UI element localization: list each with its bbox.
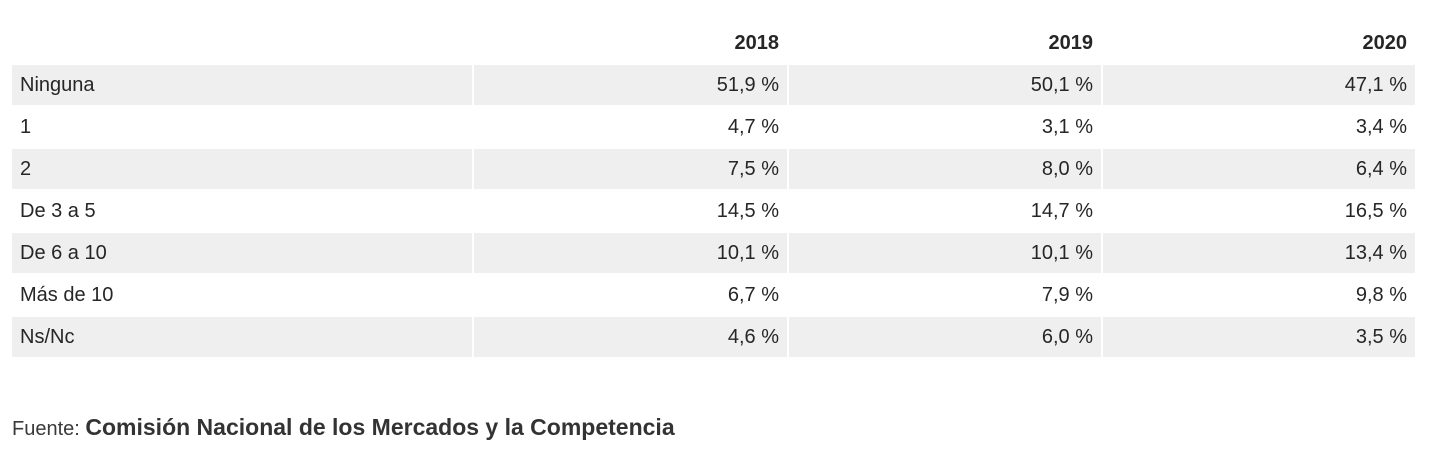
data-table: 2018 2019 2020 Ninguna 51,9 % 50,1 % 47,1 %… — [10, 22, 1417, 359]
value-cell-2018: 7,5 % — [474, 149, 787, 189]
row-label-cell: De 6 a 10 — [12, 233, 472, 273]
table-row: 2 7,5 % 8,0 % 6,4 % — [12, 149, 1415, 189]
header-cell-2019: 2019 — [789, 24, 1101, 63]
value-cell-2020: 47,1 % — [1103, 65, 1415, 105]
value-cell-2018: 51,9 % — [474, 65, 787, 105]
value-cell-2019: 14,7 % — [789, 191, 1101, 231]
source-note: Fuente: Comisión Nacional de los Mercado… — [12, 414, 675, 441]
header-cell-label — [12, 24, 472, 63]
table-row: Ns/Nc 4,6 % 6,0 % 3,5 % — [12, 317, 1415, 357]
header-cell-2020: 2020 — [1103, 24, 1415, 63]
header-row: 2018 2019 2020 — [12, 24, 1415, 63]
table-row: De 3 a 5 14,5 % 14,7 % 16,5 % — [12, 191, 1415, 231]
value-cell-2018: 4,7 % — [474, 107, 787, 147]
row-label-cell: De 3 a 5 — [12, 191, 472, 231]
row-label-cell: 2 — [12, 149, 472, 189]
source-name: Comisión Nacional de los Mercados y la C… — [85, 414, 675, 440]
table-row: De 6 a 10 10,1 % 10,1 % 13,4 % — [12, 233, 1415, 273]
row-label-cell: Más de 10 — [12, 275, 472, 315]
row-label-cell: 1 — [12, 107, 472, 147]
value-cell-2018: 14,5 % — [474, 191, 787, 231]
row-label-cell: Ns/Nc — [12, 317, 472, 357]
row-label-cell: Ninguna — [12, 65, 472, 105]
value-cell-2020: 3,5 % — [1103, 317, 1415, 357]
header-cell-2018: 2018 — [474, 24, 787, 63]
value-cell-2018: 10,1 % — [474, 233, 787, 273]
value-cell-2020: 16,5 % — [1103, 191, 1415, 231]
value-cell-2020: 6,4 % — [1103, 149, 1415, 189]
table-row: Ninguna 51,9 % 50,1 % 47,1 % — [12, 65, 1415, 105]
value-cell-2018: 6,7 % — [474, 275, 787, 315]
data-table-container: 2018 2019 2020 Ninguna 51,9 % 50,1 % 47,1 %… — [12, 24, 1415, 357]
value-cell-2019: 8,0 % — [789, 149, 1101, 189]
value-cell-2019: 7,9 % — [789, 275, 1101, 315]
value-cell-2019: 3,1 % — [789, 107, 1101, 147]
value-cell-2020: 3,4 % — [1103, 107, 1415, 147]
value-cell-2020: 9,8 % — [1103, 275, 1415, 315]
table-body: Ninguna 51,9 % 50,1 % 47,1 % 1 4,7 % 3,1 % 3,4 … — [12, 65, 1415, 357]
source-prefix: Fuente: — [12, 418, 86, 440]
value-cell-2019: 6,0 % — [789, 317, 1101, 357]
table-row: Más de 10 6,7 % 7,9 % 9,8 % — [12, 275, 1415, 315]
table-row: 1 4,7 % 3,1 % 3,4 % — [12, 107, 1415, 147]
table-header: 2018 2019 2020 — [12, 24, 1415, 63]
value-cell-2020: 13,4 % — [1103, 233, 1415, 273]
value-cell-2019: 50,1 % — [789, 65, 1101, 105]
value-cell-2019: 10,1 % — [789, 233, 1101, 273]
value-cell-2018: 4,6 % — [474, 317, 787, 357]
